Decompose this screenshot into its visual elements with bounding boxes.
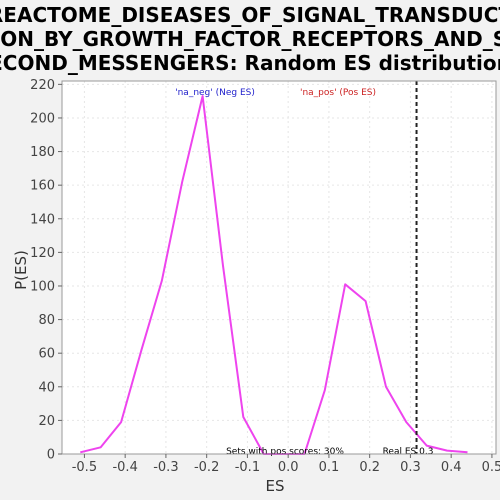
y-tick-label: 100 [30,279,55,294]
y-tick-label: 20 [38,414,55,429]
y-tick-label: 140 [30,212,55,227]
x-axis-label: ES [266,477,285,495]
x-tick-label: 0.4 [441,460,462,475]
sets-pos-scores-label: Sets with pos scores: 30% [226,447,344,457]
annotation-layer: 'na_neg' (Neg ES) 'na_pos' (Pos ES) Sets w… [175,81,433,457]
x-tick-label: 0.5 [482,460,500,475]
x-tick-label: 0.3 [400,460,421,475]
chart-title-line-1: REACTOME_DISEASES_OF_SIGNAL_TRANSDUCT [0,3,500,27]
chart-title-line-2: ION_BY_GROWTH_FACTOR_RECEPTORS_AND_S [0,27,500,51]
x-tick-label: 0.0 [278,460,299,475]
grid-lines [62,81,496,455]
x-tick-label: -0.2 [194,460,219,475]
y-tick-label: 40 [38,380,55,395]
real-es-label: Real ES 0.3 [383,447,434,457]
x-tick-label: 0.2 [359,460,380,475]
pos-es-legend: 'na_pos' (Pos ES) [300,88,376,98]
y-tick-label: 80 [38,313,55,328]
plot-border [61,80,497,455]
x-axis: -0.5 -0.4 -0.3 -0.2 -0.1 0.0 0.1 0.2 0.3 0.4 0.5 [72,454,500,475]
chart-title-line-3: ECOND_MESSENGERS: Random ES distribution [0,51,500,75]
y-axis-label: P(ES) [12,250,30,290]
y-axis: 0 20 40 60 80 100 120 140 160 180 200 220 [30,78,62,463]
y-tick-label: 60 [38,347,55,362]
y-tick-label: 120 [30,246,55,261]
x-tick-label: -0.4 [112,460,137,475]
plot-area [62,81,496,454]
neg-es-legend: 'na_neg' (Neg ES) [175,88,255,98]
y-tick-label: 220 [30,78,55,93]
x-tick-label: -0.3 [153,460,178,475]
y-tick-label: 0 [47,448,55,463]
x-tick-label: 0.1 [319,460,340,475]
y-tick-label: 160 [30,179,55,194]
y-tick-label: 180 [30,145,55,160]
x-tick-label: -0.1 [235,460,260,475]
x-tick-label: -0.5 [72,460,97,475]
y-tick-label: 200 [30,111,55,126]
